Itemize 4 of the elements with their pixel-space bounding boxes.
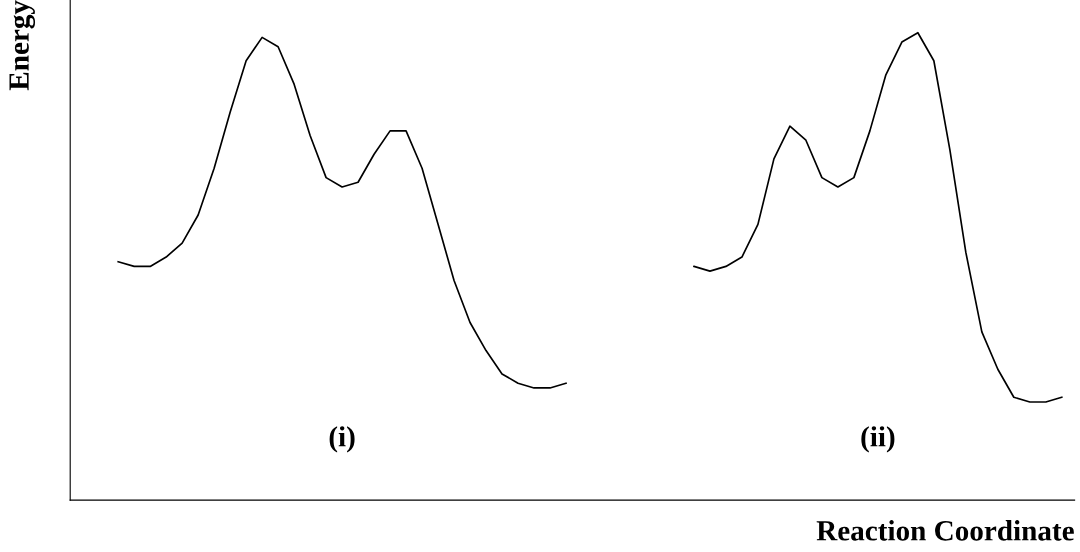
- y-axis-title: Energy: [9, 0, 36, 91]
- x-axis-title: Reaction Coordinate: [816, 520, 1074, 541]
- annotation: (ii): [861, 426, 895, 453]
- annotation: (i): [329, 426, 355, 453]
